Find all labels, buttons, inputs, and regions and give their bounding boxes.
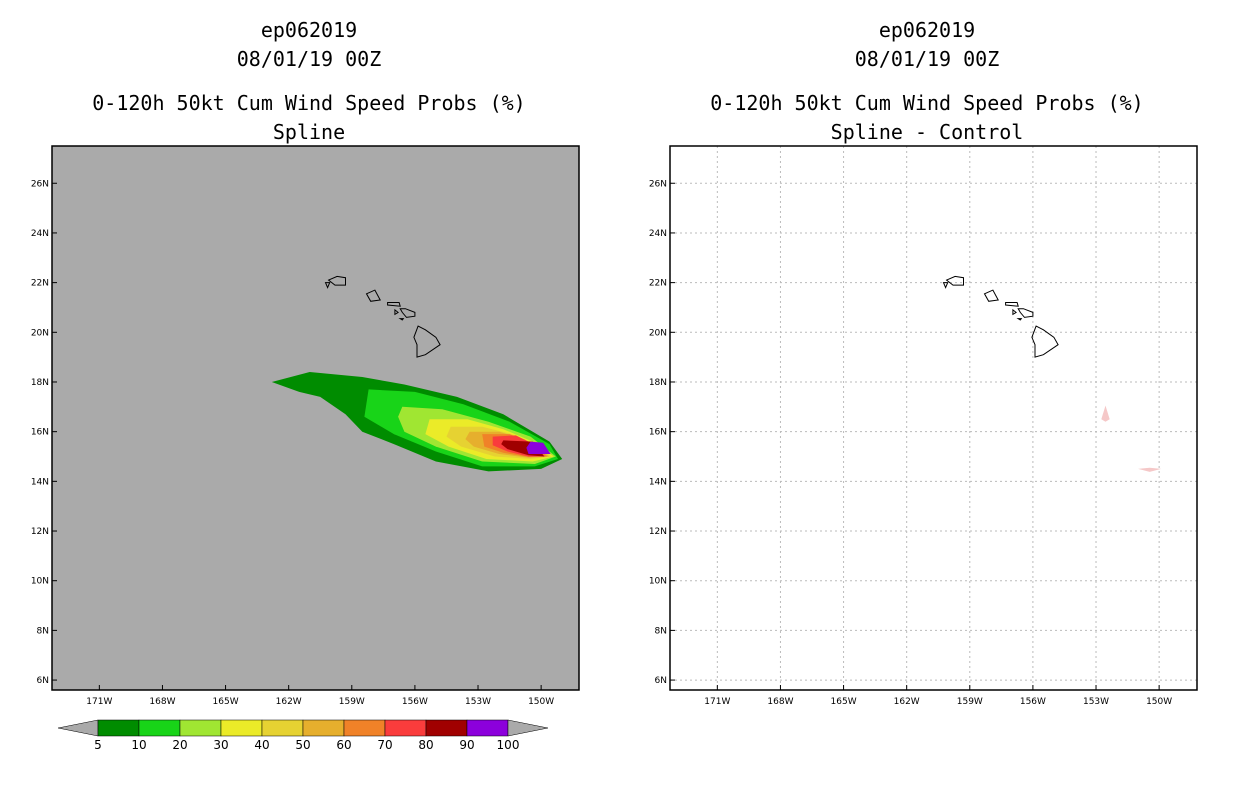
island-coastline [1016,318,1023,321]
x-tick-label: 150W [1146,697,1172,707]
y-tick-label: 10N [31,577,49,587]
colorbar-swatch [261,719,304,737]
colorbar-label: 80 [418,738,433,752]
island-coastline [324,282,331,289]
x-tick-label: 150W [528,697,554,707]
y-tick-label: 14N [31,477,49,487]
island-coastline [1012,308,1017,316]
y-tick-label: 20N [649,328,667,338]
left-product-title: 0-120h 50kt Cum Wind Speed Probs (%) [92,91,526,115]
contour-1-percent [1101,405,1110,422]
colorbar-label: 40 [254,738,269,752]
y-tick-label: 12N [649,527,667,537]
right-difference-map: 26N 24N 22N 20N 18N 16N 14N 12N 10N 8N 6N 171W 168W 1… [649,145,1198,707]
y-tick-label: 6N [655,676,667,686]
colorbar-label: 30 [213,738,228,752]
colorbar-swatch [302,719,345,737]
left-date-title: 08/01/19 00Z [236,47,382,71]
x-tick-label: 168W [767,697,793,707]
colorbar-label: 90 [459,738,474,752]
x-tick-label: 156W [402,697,428,707]
y-tick-label: 26N [649,179,667,189]
island-coastline [327,275,346,286]
colorbar-under-triangle [57,719,99,737]
map-background [670,146,1197,690]
colorbar-label: 60 [336,738,351,752]
plot-frame [669,145,1198,691]
colorbar-swatch [138,719,181,737]
colorbar-label: 5 [94,738,102,752]
island-coastline [1017,308,1034,318]
colorbar-label: 50 [295,738,310,752]
plot-frame [51,145,580,691]
island-coastline [398,318,405,321]
y-tick-label: 24N [649,229,667,239]
left-panel: ep062019 08/01/19 00Z 0-120h 50kt Cum Wi… [31,18,580,752]
colorbar-label: 70 [377,738,392,752]
island-coastline [945,275,964,286]
x-tick-label: 171W [86,697,112,707]
island-coastline [1031,325,1059,358]
island-coastline [942,282,949,289]
colorbar-swatch [425,719,468,737]
colorbar-label: 10 [131,738,146,752]
x-tick-label: 153W [1083,697,1109,707]
left-probability-map: 26N 24N 22N 20N 18N 16N 14N 12N 10N 8N 6N 171W 168W 1… [31,145,580,752]
island-coastline [394,308,399,316]
y-tick-label: 8N [655,626,667,636]
y-tick-label: 16N [31,428,49,438]
colorbar-swatch [220,719,263,737]
y-tick-label: 18N [649,378,667,388]
colorbar-over-triangle [507,719,549,737]
x-tick-label: 159W [957,697,983,707]
x-tick-label: 162W [276,697,302,707]
y-tick-label: 24N [31,229,49,239]
x-tick-label: 165W [831,697,857,707]
island-coastline [983,289,999,302]
x-tick-label: 171W [704,697,730,707]
left-subtitle: Spline [272,120,346,144]
y-tick-label: 14N [649,477,667,487]
y-tick-label: 6N [37,676,49,686]
y-tick-label: 16N [649,428,667,438]
colorbar-swatch [343,719,386,737]
island-coastline [365,289,381,302]
colorbar-swatch [179,719,222,737]
island-coastline [387,302,401,307]
right-storm-title: ep062019 [878,18,976,42]
x-tick-label: 156W [1020,697,1046,707]
y-tick-label: 22N [649,279,667,289]
colorbar-swatch [466,719,509,737]
x-tick-label: 165W [213,697,239,707]
y-tick-label: 26N [31,179,49,189]
island-coastline [399,308,416,318]
colorbar-label: 100 [497,738,520,752]
contour-1-percent [1138,467,1162,472]
colorbar-swatch [384,719,427,737]
y-tick-label: 12N [31,527,49,537]
y-tick-label: 20N [31,328,49,338]
island-coastline [413,325,441,358]
island-coastline [1005,302,1019,307]
right-date-title: 08/01/19 00Z [854,47,1000,71]
right-panel: ep062019 08/01/19 00Z 0-120h 50kt Cum Wi… [618,0,1236,800]
x-tick-label: 168W [149,697,175,707]
y-tick-label: 22N [31,279,49,289]
y-tick-label: 8N [37,626,49,636]
y-tick-label: 10N [649,577,667,587]
colorbar-swatch [97,719,140,737]
x-tick-label: 159W [339,697,365,707]
x-tick-label: 162W [894,697,920,707]
right-subtitle: Spline - Control [830,120,1024,144]
left-storm-title: ep062019 [260,18,358,42]
contour-90-percent [526,441,551,454]
right-product-title: 0-120h 50kt Cum Wind Speed Probs (%) [710,91,1144,115]
x-tick-label: 153W [465,697,491,707]
y-tick-label: 18N [31,378,49,388]
colorbar-label: 20 [172,738,187,752]
